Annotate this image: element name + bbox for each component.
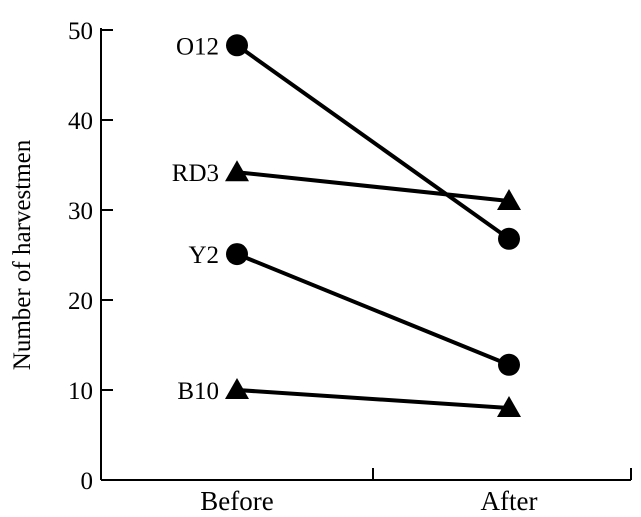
- y-tick-label: 50: [68, 18, 93, 45]
- series-markers: [225, 34, 521, 417]
- y-tick-label: 30: [68, 198, 93, 225]
- x-tick-label: Before: [200, 486, 273, 516]
- y-axis-title: Number of harvestmen: [9, 139, 36, 370]
- series-label: RD3: [172, 160, 219, 187]
- y-tick-label: 20: [68, 288, 93, 315]
- data-point: [226, 34, 248, 57]
- data-point: [225, 160, 249, 182]
- series-label: O12: [176, 33, 219, 60]
- data-point: [497, 189, 521, 210]
- y-tick-label: 10: [68, 378, 93, 405]
- series-labels: O12 RD3 Y2 B10: [172, 33, 219, 405]
- data-point: [497, 396, 521, 417]
- data-point: [498, 353, 520, 376]
- series-lines: [235, 43, 511, 410]
- x-tick-label: After: [481, 486, 538, 516]
- series-line: [236, 252, 510, 367]
- series-line: [236, 170, 510, 203]
- axes: 0 10 20 30 40 50 Before After: [68, 18, 632, 516]
- data-point: [498, 227, 520, 250]
- y-tick-label: 40: [68, 108, 93, 135]
- y-tick-label: 0: [81, 468, 94, 495]
- series-label: Y2: [188, 242, 219, 269]
- series-line: [235, 43, 511, 241]
- series-label: B10: [177, 378, 219, 405]
- data-point: [226, 243, 248, 266]
- data-point: [225, 378, 249, 399]
- series-line: [236, 388, 510, 410]
